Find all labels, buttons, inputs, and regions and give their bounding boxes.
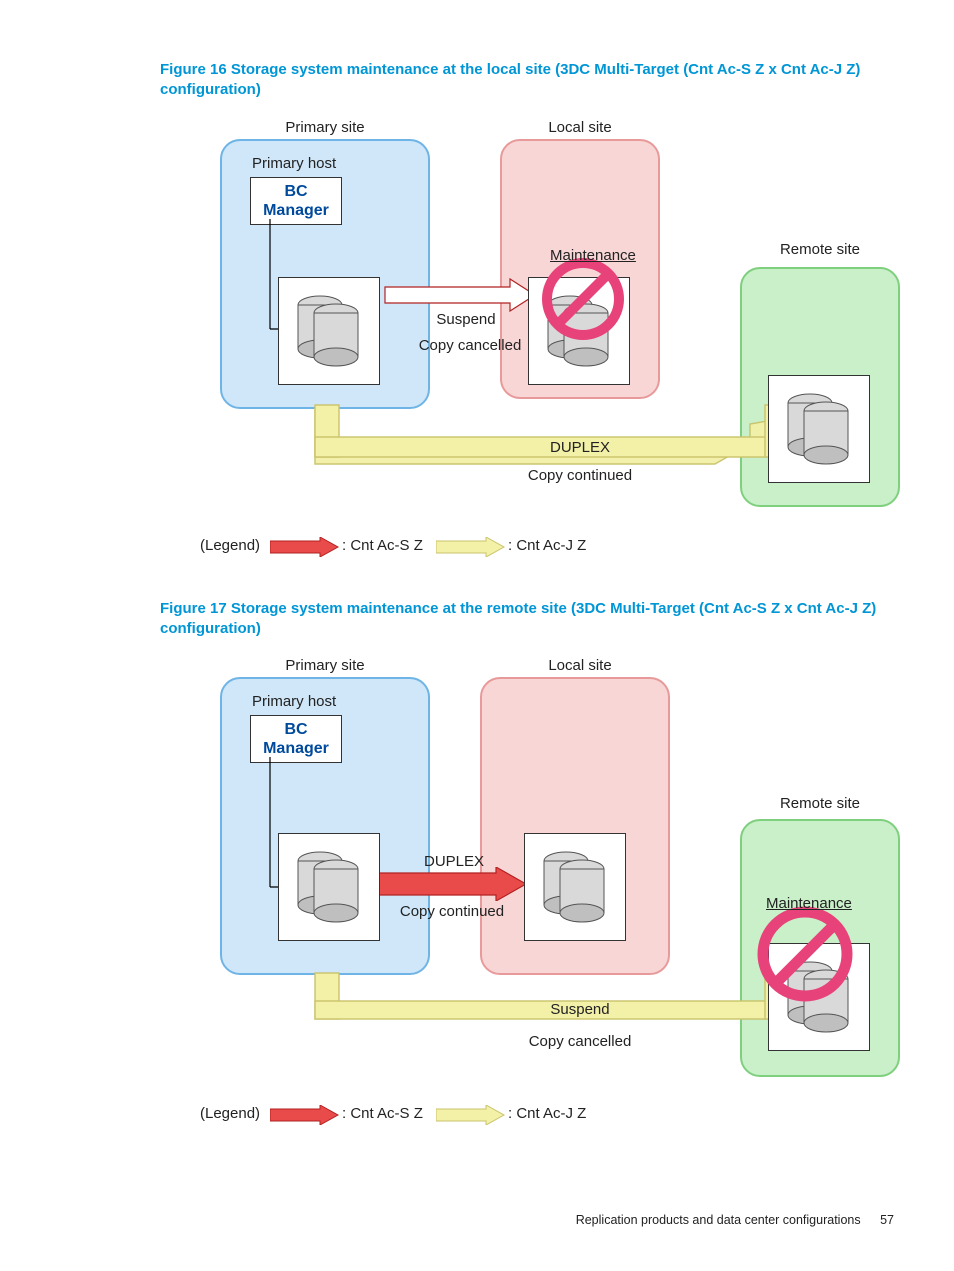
page-footer: Replication products and data center con… (576, 1213, 894, 1227)
maintenance-label: Maintenance (766, 895, 852, 912)
copy-continued-label: Copy continued (392, 903, 512, 920)
legend-red-arrow-icon (270, 1105, 340, 1125)
suspend-label: Suspend (426, 311, 506, 328)
copy-cancelled-label: Copy cancelled (410, 337, 530, 354)
copy-continued-label: Copy continued (520, 467, 640, 484)
figure16-diagram: Primary site Local site Remote site Prim… (180, 119, 900, 579)
suspend-label: Suspend (540, 1001, 620, 1018)
figure17-title: Figure 17 Storage system maintenance at … (160, 599, 914, 640)
footer-page-number: 57 (880, 1213, 894, 1227)
legend-a-label: : Cnt Ac-S Z (342, 1105, 423, 1122)
legend-b-label: : Cnt Ac-J Z (508, 537, 586, 554)
footer-section: Replication products and data center con… (576, 1213, 861, 1227)
legend-label: (Legend) (200, 537, 260, 554)
duplex-label: DUPLEX (414, 853, 494, 870)
prohibit-icon (538, 254, 628, 344)
copy-cancelled-label: Copy cancelled (520, 1033, 640, 1050)
maintenance-label: Maintenance (550, 247, 636, 264)
legend-red-arrow-icon (270, 537, 340, 557)
legend-label: (Legend) (200, 1105, 260, 1122)
primary-storage-cylinder-icon (292, 291, 366, 371)
page: Figure 16 Storage system maintenance at … (0, 0, 954, 1271)
remote-storage-cylinder-icon (782, 389, 856, 469)
legend-a-label: : Cnt Ac-S Z (342, 537, 423, 554)
legend-yellow-arrow-icon (436, 1105, 506, 1125)
duplex-label: DUPLEX (540, 439, 620, 456)
figure16-title: Figure 16 Storage system maintenance at … (160, 60, 914, 101)
prohibit-icon (752, 901, 858, 1007)
figure17-diagram: Primary site Local site Remote site Prim… (180, 657, 900, 1147)
local-storage-cylinder-icon (538, 847, 612, 927)
primary-storage-cylinder-icon (292, 847, 366, 927)
legend-yellow-arrow-icon (436, 537, 506, 557)
legend-b-label: : Cnt Ac-J Z (508, 1105, 586, 1122)
